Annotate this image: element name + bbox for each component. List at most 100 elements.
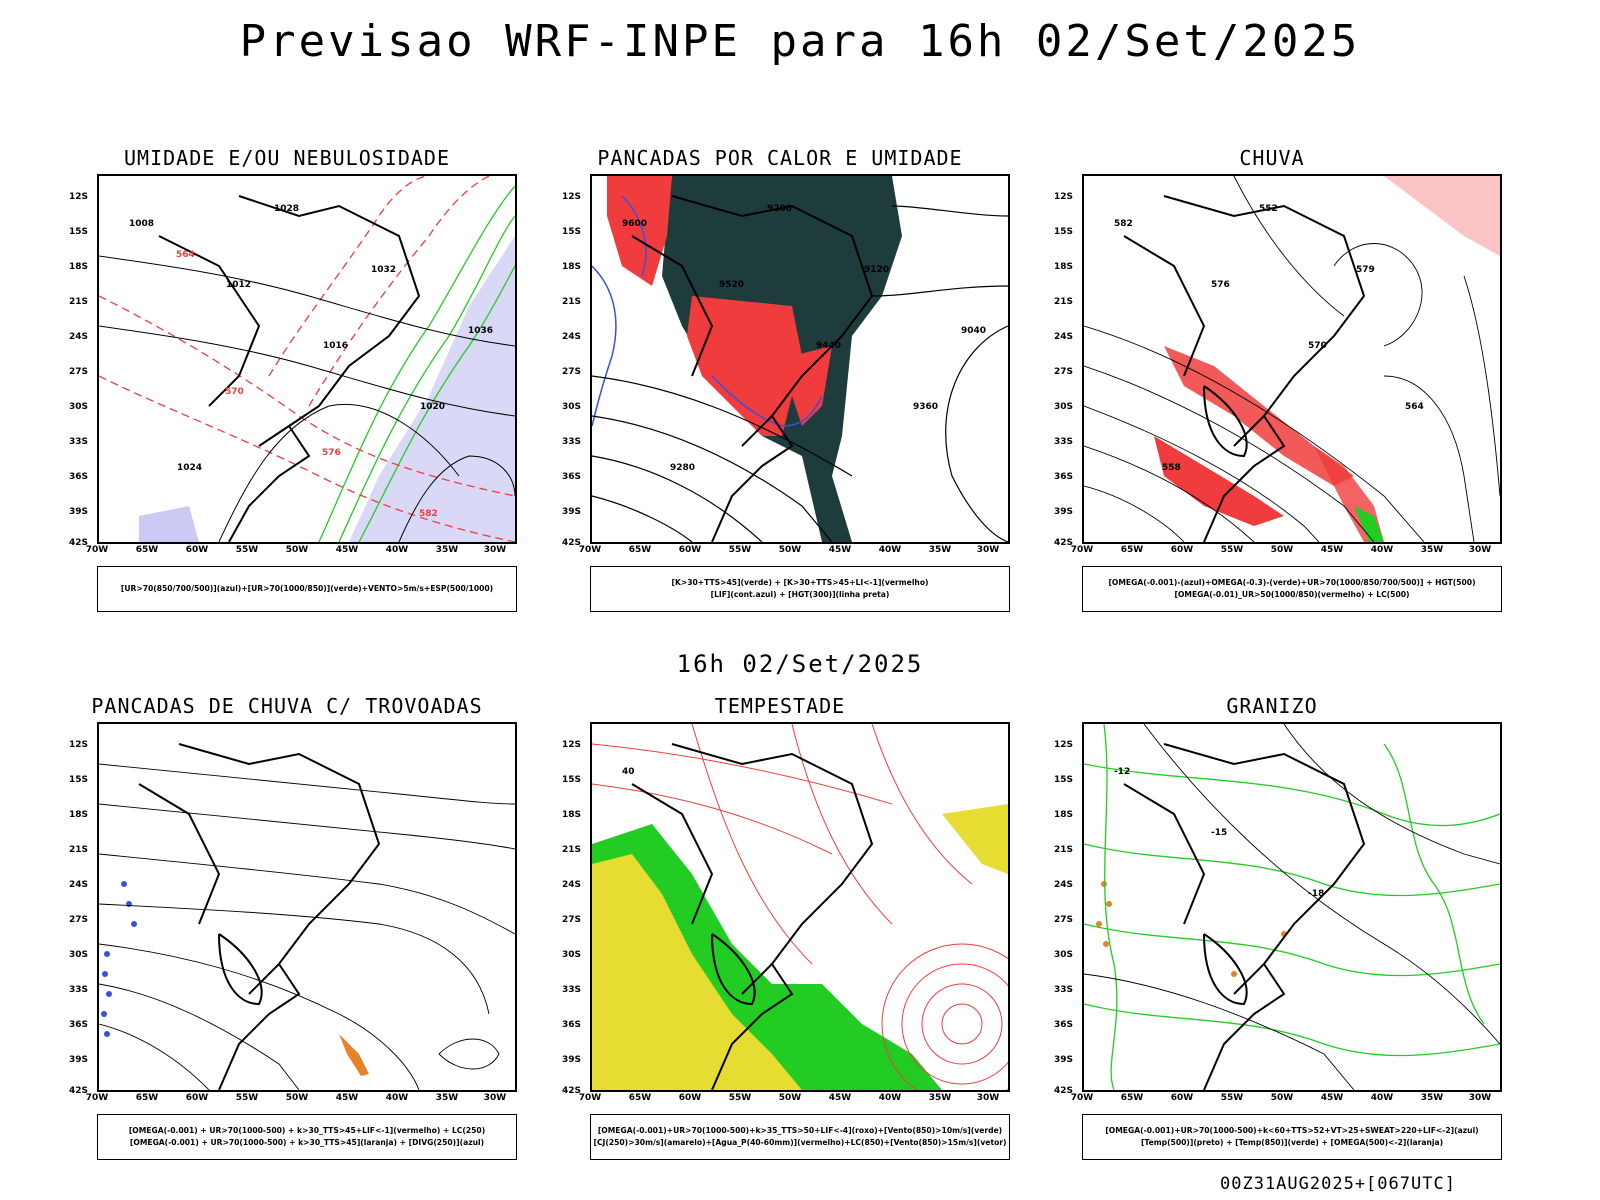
contour-label: 570 bbox=[225, 387, 244, 397]
legend-line: [OMEGA(-0.001) + UR>70(1000-500) + k>30_… bbox=[129, 1138, 485, 1147]
panel-legend: [OMEGA(-0.001)+UR>70(1000-500)+k>35_TTS>… bbox=[590, 1114, 1010, 1160]
lon-label: 40W bbox=[1370, 545, 1394, 555]
panel-chuva: CHUVA 58 bbox=[1042, 146, 1502, 626]
contour-label: 9600 bbox=[622, 219, 647, 229]
lon-label: 70W bbox=[1070, 545, 1094, 555]
lat-label: 12S bbox=[1054, 192, 1074, 202]
lat-label: 27S bbox=[69, 915, 89, 925]
panel-title: CHUVA bbox=[1239, 146, 1305, 170]
contour-label: 582 bbox=[1114, 219, 1133, 229]
contour-label: -12 bbox=[1114, 767, 1130, 777]
map-umidade-plot: 1008 1012 1016 1020 1024 1028 1032 1036 570 576 58… bbox=[99, 176, 515, 542]
lon-label: 70W bbox=[578, 545, 602, 555]
lat-label: 27S bbox=[562, 915, 582, 925]
map-granizo: -12 -15 -18 bbox=[1082, 722, 1502, 1092]
lat-label: 39S bbox=[1054, 1055, 1074, 1065]
lat-label: 18S bbox=[1054, 810, 1074, 820]
contour-label: 564 bbox=[176, 250, 195, 260]
map-chuva-plot: 582 576 570 564 558 552 579 bbox=[1084, 176, 1500, 542]
contour-label: 579 bbox=[1356, 265, 1375, 275]
lat-label: 27S bbox=[1054, 367, 1074, 377]
lat-label: 39S bbox=[562, 1055, 582, 1065]
lat-label: 30S bbox=[69, 402, 89, 412]
lon-label: 60W bbox=[1170, 545, 1194, 555]
lat-label: 42S bbox=[69, 1086, 89, 1096]
lat-label: 27S bbox=[1054, 915, 1074, 925]
lon-label: 45W bbox=[1320, 1093, 1344, 1103]
lat-label: 21S bbox=[562, 845, 582, 855]
lat-label: 21S bbox=[1054, 845, 1074, 855]
lon-label: 40W bbox=[385, 1093, 409, 1103]
lon-label: 60W bbox=[678, 1093, 702, 1103]
lat-label: 36S bbox=[69, 472, 89, 482]
panel-legend: [OMEGA(-0.001) + UR>70(1000-500) + k>30_… bbox=[97, 1114, 517, 1160]
panel-row-subtitle: 16h 02/Set/2025 bbox=[676, 650, 924, 678]
lon-label: 35W bbox=[1420, 1093, 1444, 1103]
lat-label: 30S bbox=[562, 402, 582, 412]
lon-label: 30W bbox=[976, 1093, 1000, 1103]
panel-legend: [K>30+TTS>45](verde) + [K>30+TTS>45+LI<-… bbox=[590, 566, 1010, 612]
lat-label: 33S bbox=[69, 985, 89, 995]
lat-label: 18S bbox=[69, 810, 89, 820]
lat-label: 30S bbox=[1054, 950, 1074, 960]
panel-pancadas-calor: PANCADAS POR CALOR E UMIDADE bbox=[550, 146, 1010, 626]
lat-label: 21S bbox=[562, 297, 582, 307]
main-title: Previsao WRF-INPE para 16h 02/Set/2025 bbox=[239, 16, 1361, 67]
contour-label: 1016 bbox=[323, 341, 348, 351]
lon-label: 65W bbox=[135, 545, 159, 555]
map-tempestade-plot: 40 bbox=[592, 724, 1008, 1090]
map-pancadas-trovoadas bbox=[97, 722, 517, 1092]
legend-line: [CJ(250)>30m/s](amarelo)+[Agua_P(40-60mm… bbox=[593, 1138, 1007, 1147]
lat-label: 24S bbox=[69, 332, 89, 342]
lat-label: 24S bbox=[1054, 880, 1074, 890]
contour-label: 552 bbox=[1259, 204, 1278, 214]
contour-label: 1024 bbox=[177, 463, 202, 473]
panel-title: UMIDADE E/OU NEBULOSIDADE bbox=[123, 146, 451, 170]
legend-line: [OMEGA(-0.001)+UR>70(1000-500)+k<60+TTS>… bbox=[1105, 1126, 1479, 1135]
contour-label: 564 bbox=[1405, 402, 1424, 412]
map-granizo-plot: -12 -15 -18 bbox=[1084, 724, 1500, 1090]
lon-label: 30W bbox=[1468, 1093, 1492, 1103]
lon-label: 70W bbox=[1070, 1093, 1094, 1103]
lon-label: 45W bbox=[1320, 545, 1344, 555]
legend-line: [OMEGA(-0.001)+UR>70(1000-500)+k>35_TTS>… bbox=[597, 1126, 1003, 1135]
lat-label: 21S bbox=[1054, 297, 1074, 307]
lat-label: 30S bbox=[69, 950, 89, 960]
lat-label: 42S bbox=[1054, 538, 1074, 548]
contour-label: 1008 bbox=[129, 219, 154, 229]
panel-tempestade: TEMPESTADE 40 12S 15S 18S 21S bbox=[550, 694, 1010, 1174]
lat-label: 42S bbox=[1054, 1086, 1074, 1096]
lat-label: 15S bbox=[562, 775, 582, 785]
contour-label: 576 bbox=[1211, 280, 1230, 290]
lon-label: 35W bbox=[435, 1093, 459, 1103]
lon-label: 60W bbox=[678, 545, 702, 555]
legend-line: [UR>70(850/700/500)](azul)+[UR>70(1000/8… bbox=[120, 584, 494, 593]
lat-label: 36S bbox=[69, 1020, 89, 1030]
lat-label: 18S bbox=[562, 810, 582, 820]
lat-label: 15S bbox=[1054, 227, 1074, 237]
lat-label: 18S bbox=[1054, 262, 1074, 272]
lon-label: 35W bbox=[435, 545, 459, 555]
lon-label: 35W bbox=[928, 545, 952, 555]
lon-label: 45W bbox=[828, 545, 852, 555]
panel-title: PANCADAS POR CALOR E UMIDADE bbox=[597, 146, 963, 170]
lon-label: 65W bbox=[1120, 1093, 1144, 1103]
lon-label: 70W bbox=[578, 1093, 602, 1103]
lon-label: 30W bbox=[483, 545, 507, 555]
contour-label: 558 bbox=[1162, 463, 1181, 473]
lat-label: 12S bbox=[1054, 740, 1074, 750]
lon-label: 30W bbox=[1468, 545, 1492, 555]
lon-label: 60W bbox=[1170, 1093, 1194, 1103]
lon-label: 55W bbox=[1220, 1093, 1244, 1103]
lat-label: 33S bbox=[1054, 985, 1074, 995]
lat-label: 15S bbox=[562, 227, 582, 237]
panel-title: TEMPESTADE bbox=[714, 694, 846, 718]
lon-label: 45W bbox=[335, 545, 359, 555]
legend-line: [OMEGA(-0.001) + UR>70(1000-500) + k>30_… bbox=[128, 1126, 486, 1135]
legend-line: [OMEGA(-0.001)-(azul)+OMEGA(-0.3)-(verde… bbox=[1108, 578, 1476, 587]
lat-label: 12S bbox=[69, 192, 89, 202]
contour-label: -18 bbox=[1308, 889, 1324, 899]
lon-label: 50W bbox=[285, 545, 309, 555]
contour-label: 40 bbox=[622, 767, 635, 777]
lon-label: 55W bbox=[235, 1093, 259, 1103]
